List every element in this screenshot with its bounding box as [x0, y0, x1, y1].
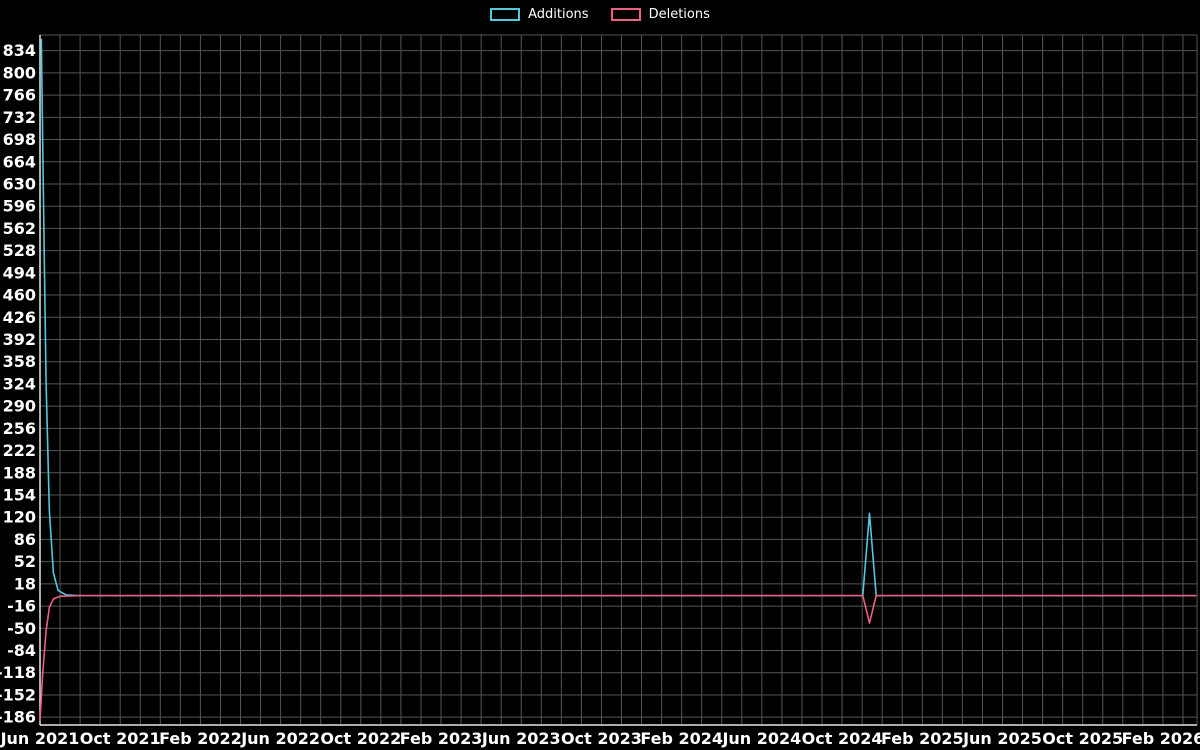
y-tick-label: 222 [3, 441, 36, 460]
legend-item-additions[interactable]: Additions [490, 7, 589, 22]
deletions-swatch-icon [610, 8, 641, 21]
y-tick-label: -118 [0, 663, 36, 682]
y-tick-label: 256 [3, 419, 36, 438]
y-tick-label: 630 [3, 174, 36, 193]
y-tick-label: 732 [3, 108, 36, 127]
x-tick-label: Jun 2022 [240, 729, 320, 748]
y-tick-label: 52 [14, 552, 36, 571]
legend-label-additions: Additions [528, 7, 589, 22]
x-tick-label: Jun 2021 [0, 729, 79, 748]
y-tick-label: 120 [3, 508, 36, 527]
y-tick-label: 562 [3, 219, 36, 238]
x-tick-label: Jun 2023 [481, 729, 561, 748]
y-tick-label: 460 [3, 286, 36, 305]
x-tick-label: Feb 2026 [1122, 729, 1200, 748]
x-tick-label: Jun 2025 [962, 729, 1042, 748]
x-tick-label: Jun 2024 [721, 729, 801, 748]
x-tick-label: Oct 2024 [802, 729, 883, 748]
x-tick-label: Feb 2022 [159, 729, 242, 748]
y-tick-label: -16 [7, 597, 36, 616]
y-tick-label: 800 [3, 63, 36, 82]
y-tick-label: -186 [0, 708, 36, 727]
x-tick-label: Feb 2023 [400, 729, 483, 748]
grid-layer [39, 34, 1198, 726]
y-tick-label: 698 [3, 130, 36, 149]
y-tick-label: 392 [3, 330, 36, 349]
x-tick-label: Feb 2025 [881, 729, 964, 748]
y-tick-label: 426 [3, 308, 36, 327]
y-tick-label: -84 [7, 641, 36, 660]
chart-legend: Additions Deletions [0, 8, 1200, 21]
axis-layer [39, 35, 1197, 726]
x-tick-label: Oct 2022 [320, 729, 401, 748]
x-tick-label: Feb 2024 [640, 729, 723, 748]
y-tick-label: 528 [3, 241, 36, 260]
y-tick-label: 596 [3, 197, 36, 216]
additions-swatch-icon [490, 8, 521, 21]
y-tick-label: 188 [3, 463, 36, 482]
y-tick-label: 290 [3, 397, 36, 416]
series-line-additions [40, 38, 1197, 597]
y-tick-label: 154 [3, 486, 36, 505]
y-tick-label: 834 [3, 41, 36, 60]
x-tick-label: Oct 2021 [80, 729, 161, 748]
y-tick-label: -152 [0, 685, 36, 704]
legend-item-deletions[interactable]: Deletions [610, 7, 710, 22]
y-tick-label: 358 [3, 352, 36, 371]
y-tick-label: 766 [3, 86, 36, 105]
y-tick-label: 494 [3, 263, 36, 282]
x-tick-label: Oct 2023 [561, 729, 642, 748]
y-tick-label: 18 [14, 574, 36, 593]
y-tick-labels: 834 800 766 732 698 664 630 596 562 528 494 460 426 3… [0, 41, 36, 726]
series-line-deletions [39, 594, 1197, 722]
y-tick-label: 664 [3, 152, 36, 171]
y-tick-label: -50 [7, 619, 36, 638]
y-tick-label: 324 [3, 374, 36, 393]
legend-label-deletions: Deletions [648, 7, 710, 22]
x-tick-label: Oct 2025 [1042, 729, 1123, 748]
y-tick-label: 86 [14, 530, 36, 549]
